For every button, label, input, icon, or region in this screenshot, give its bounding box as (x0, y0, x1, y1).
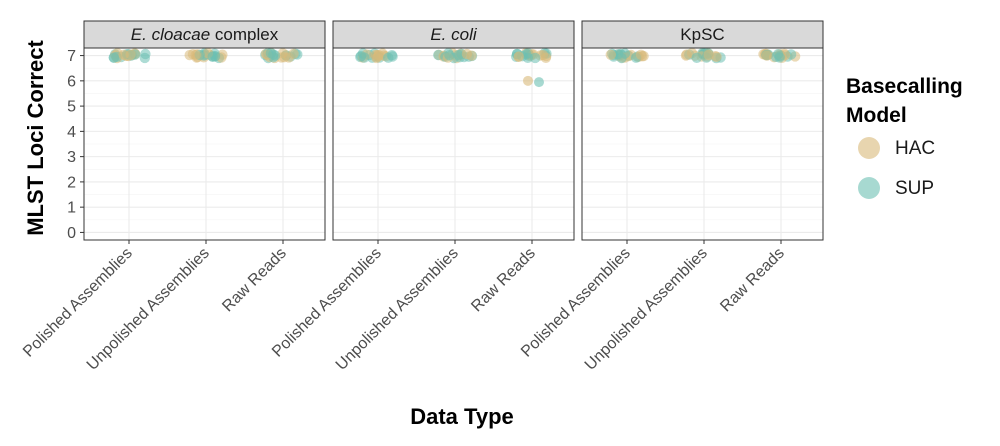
legend-label-hac: HAC (895, 138, 935, 159)
facet-strip-label: E. cloacae complex (131, 25, 279, 44)
data-point-hac (118, 49, 129, 60)
y-tick-label: 2 (67, 174, 76, 191)
legend-title-line2: Model (846, 104, 907, 127)
legend-key-hac (858, 137, 880, 159)
facet-panel-3: KpSC (581, 20, 824, 241)
facet-strip-label: KpSC (680, 25, 724, 44)
outlier-point-hac (523, 75, 533, 86)
x-tick-label: Raw Reads (468, 245, 539, 316)
legend-key-sup (858, 177, 880, 199)
data-point-hac (288, 48, 299, 59)
data-point-hac (372, 51, 384, 62)
y-tick-label: 3 (67, 149, 76, 166)
data-point-sup (383, 52, 394, 63)
y-tick-label: 7 (67, 48, 76, 65)
data-point-hac (711, 51, 722, 62)
data-point-sup (359, 52, 370, 63)
y-tick-label: 1 (67, 200, 76, 217)
data-point-sup (616, 52, 627, 64)
legend-title-line1: Basecalling (846, 75, 963, 98)
outlier-point-sup (534, 77, 544, 88)
x-tick-label: Raw Reads (219, 245, 290, 316)
data-point-hac (513, 51, 524, 62)
data-point-sup (530, 52, 541, 64)
data-point-sup (140, 48, 151, 60)
data-point-hac (635, 49, 647, 60)
y-tick-label: 4 (67, 124, 76, 141)
facet-strip-label: E. coli (430, 25, 478, 44)
facet-label-italic: E. coli (430, 25, 478, 44)
data-point-sup (444, 50, 455, 61)
legend: Basecalling Model HAC SUP (846, 75, 963, 199)
facet-panel-1: E. cloacae complex (83, 20, 326, 241)
y-tick-label: 0 (67, 225, 76, 242)
facet-panel-2: E. coli (332, 20, 575, 241)
data-point-sup (453, 49, 464, 61)
x-tick-label: Raw Reads (717, 245, 788, 316)
data-point-hac (681, 49, 692, 60)
data-point-hac (761, 50, 773, 61)
data-point-sup (265, 47, 277, 59)
data-point-sup (522, 52, 533, 63)
data-point-sup (207, 51, 218, 62)
facet-label-italic: E. cloacae (131, 25, 210, 44)
facet-label-text: complex (210, 25, 279, 44)
legend-label-sup: SUP (895, 178, 934, 199)
facet-strip (581, 20, 824, 49)
data-point-sup (691, 52, 702, 63)
y-tick-label: 5 (67, 99, 76, 116)
y-axis-title: MLST Loci Correct (23, 40, 48, 236)
facet-label-text: KpSC (680, 25, 724, 44)
facet-strip (332, 20, 575, 49)
data-point-sup (108, 52, 120, 63)
data-point-hac (605, 49, 616, 60)
x-axis-title: Data Type (410, 404, 514, 429)
data-point-hac (190, 49, 201, 61)
data-point-hac (461, 48, 473, 60)
data-point-hac (703, 49, 714, 61)
facet-strip (83, 20, 326, 49)
data-point-sup (772, 49, 784, 60)
y-axis: 0 1 2 3 4 5 6 7 (67, 48, 84, 242)
y-tick-label: 6 (67, 73, 76, 90)
facet-panels: E. cloacae complex E. coli KpSC (83, 20, 824, 241)
